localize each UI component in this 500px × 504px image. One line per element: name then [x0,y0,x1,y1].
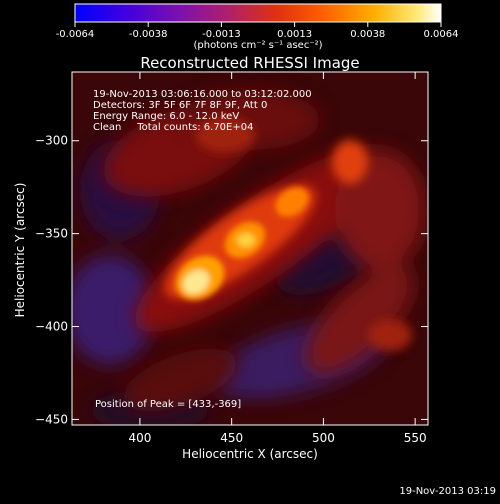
annotation-time-range: 19-Nov-2013 03:06:16.000 to 03:12:02.000 [93,89,312,100]
y-axis-label: Heliocentric Y (arcsec) [13,183,27,318]
colorbar-tick-label: -0.0038 [129,29,168,40]
heatmap-peak-cores [175,187,309,301]
colorbar-tick-labels: -0.0064 -0.0038 -0.0013 0.0013 0.0038 0.0064 [56,29,459,40]
footer-timestamp: 19-Nov-2013 03:19 [399,486,496,497]
colorbar-tick-label: 0.0038 [350,29,385,40]
plot-frame [71,71,429,426]
peak-position-label: Position of Peak = [433,-369] [95,399,241,410]
annotation-energy-range: Energy Range: 6.0 - 12.0 keV [93,111,239,122]
colorbar-unit-label: (photons cm⁻² s⁻¹ asec⁻²) [193,40,322,51]
colorbar-tick-label: 0.0064 [424,29,459,40]
colorbar [74,3,442,23]
annotation-clean-counts: Clean Total counts: 6.70E+04 [93,122,253,133]
colorbar-ticks [74,22,442,27]
annotation-detectors: Detectors: 3F 5F 6F 7F 8F 9F, Att 0 [93,100,267,111]
x-tick-label: 400 [128,431,151,445]
colorbar-tick-label: -0.0064 [56,29,95,40]
x-axis-label: Heliocentric X (arcsec) [182,447,318,461]
heatmap-secondary-sources [195,117,412,351]
y-tick-label: −350 [35,227,68,241]
colorbar-tick-label: -0.0013 [202,29,241,40]
y-tick-label: −400 [35,320,68,334]
x-tick-label: 450 [220,431,243,445]
y-tick-label: −450 [35,412,68,426]
chart-title: Reconstructed RHESSI Image [140,54,359,72]
y-tick-label: −300 [35,134,68,148]
y-axis-ticks: −300 −350 −400 −450 [35,134,428,426]
annotation-block: 19-Nov-2013 03:06:16.000 to 03:12:02.000… [93,89,312,133]
colorbar-tick-label: 0.0013 [277,29,312,40]
heatmap-image [72,72,428,425]
x-tick-label: 550 [404,431,427,445]
x-axis-ticks: 400 450 500 550 [128,72,427,445]
x-tick-label: 500 [312,431,335,445]
